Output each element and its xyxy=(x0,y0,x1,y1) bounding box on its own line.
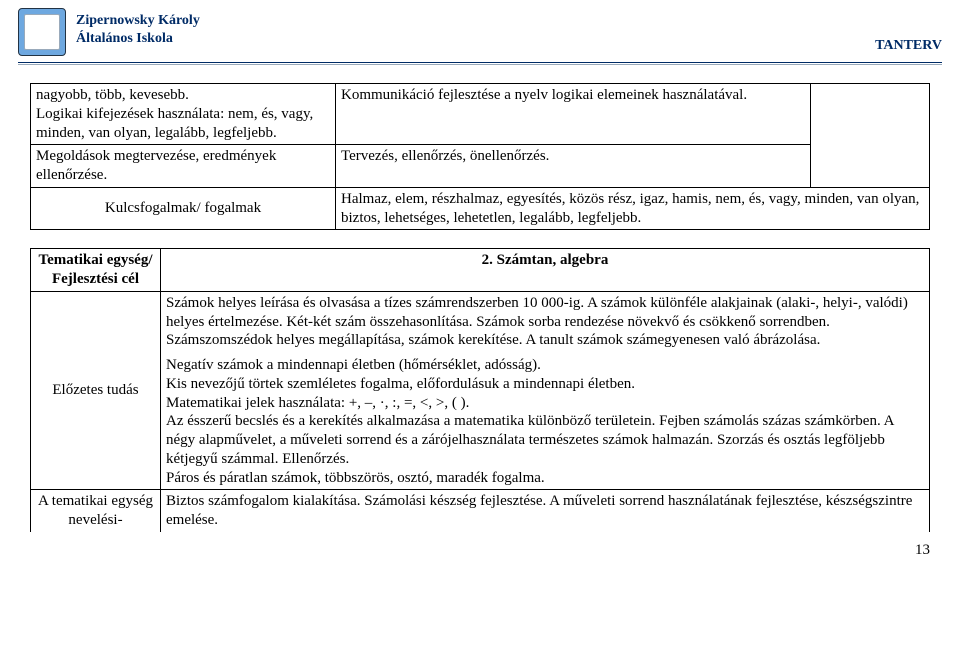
page-content: nagyobb, több, kevesebb. Logikai kifejez… xyxy=(0,83,960,532)
paragraph-negative-etc: Negatív számok a mindennapi életben (hőm… xyxy=(166,356,924,487)
table-row: Megoldások megtervezése, eredmények elle… xyxy=(31,145,930,188)
table-row: A tematikai egység nevelési- Biztos szám… xyxy=(31,490,930,532)
school-logo xyxy=(18,8,66,56)
upper-table: nagyobb, több, kevesebb. Logikai kifejez… xyxy=(30,83,930,230)
cell-prior-knowledge-label: Előzetes tudás xyxy=(31,291,161,490)
cell-section-title: 2. Számtan, algebra xyxy=(161,249,930,292)
cell-pedagogy-value: Biztos számfogalom kialakítása. Számolás… xyxy=(161,490,930,532)
table-row: Kulcsfogalmak/ fogalmak Halmaz, elem, ré… xyxy=(31,187,930,230)
header-right-title: TANTERV xyxy=(875,38,942,56)
cell-solutions-design: Megoldások megtervezése, eredmények elle… xyxy=(31,145,336,188)
table-row: Tematikai egység/ Fejlesztési cél 2. Szá… xyxy=(31,249,930,292)
cell-key-concepts-label: Kulcsfogalmak/ fogalmak xyxy=(31,187,336,230)
lower-table: Tematikai egység/ Fejlesztési cél 2. Szá… xyxy=(30,248,930,532)
cell-communication-dev: Kommunikáció fejlesztése a nyelv logikai… xyxy=(336,84,811,145)
cell-empty xyxy=(811,84,930,188)
logo-inner-shape xyxy=(24,14,60,50)
school-line2: Általános Iskola xyxy=(76,30,200,48)
cell-logic-expressions: nagyobb, több, kevesebb. Logikai kifejez… xyxy=(31,84,336,145)
paragraph-numbers: Számok helyes leírása és olvasása a tíze… xyxy=(166,294,924,350)
header-rule-bold xyxy=(18,62,942,63)
cell-pedagogy-label: A tematikai egység nevelési- xyxy=(31,490,161,532)
school-name: Zipernowsky Károly Általános Iskola xyxy=(76,8,200,47)
cell-thematic-unit-label: Tematikai egység/ Fejlesztési cél xyxy=(31,249,161,292)
page-number: 13 xyxy=(0,532,960,567)
page-header: Zipernowsky Károly Általános Iskola TANT… xyxy=(0,0,960,60)
header-rule-thin xyxy=(18,64,942,65)
school-line1: Zipernowsky Károly xyxy=(76,12,200,30)
table-row: Előzetes tudás Számok helyes leírása és … xyxy=(31,291,930,490)
table-row: nagyobb, több, kevesebb. Logikai kifejez… xyxy=(31,84,930,145)
cell-key-concepts-value: Halmaz, elem, részhalmaz, egyesítés, köz… xyxy=(336,187,930,230)
cell-prior-knowledge-value: Számok helyes leírása és olvasása a tíze… xyxy=(161,291,930,490)
cell-planning-check: Tervezés, ellenőrzés, önellenőrzés. xyxy=(336,145,811,188)
